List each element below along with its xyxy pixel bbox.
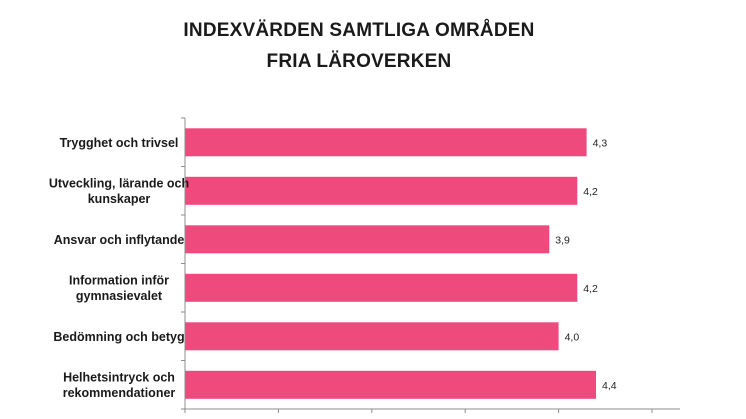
bar (185, 225, 550, 254)
category-label: Bedömning och betyg (53, 330, 184, 344)
data-label: 4,4 (602, 380, 617, 392)
bar (185, 273, 578, 302)
chart-title-line-2: FRIA LÄROVERKEN (266, 51, 452, 72)
category-label: Helhetsintryck och (63, 371, 175, 385)
bar (185, 176, 578, 205)
category-label: Information inför (69, 274, 169, 288)
category-label: rekommendationer (63, 386, 176, 400)
data-label: 4,2 (583, 283, 598, 295)
data-label: 4,2 (583, 186, 598, 198)
category-label: Trygghet och trivsel (60, 136, 179, 150)
bar (185, 370, 596, 399)
category-label: gymnasievalet (76, 289, 163, 303)
category-label: kunskaper (88, 192, 151, 206)
bar (185, 322, 559, 351)
category-label: Utveckling, lärande och (49, 177, 189, 191)
bar (185, 128, 587, 157)
category-label: Ansvar och inflytande (54, 233, 185, 247)
data-label: 4,0 (565, 331, 580, 343)
chart-title-line-1: INDEXVÄRDEN SAMTLIGA OMRÅDEN (183, 20, 535, 41)
data-label: 3,9 (555, 234, 570, 246)
data-label: 4,3 (593, 137, 608, 149)
